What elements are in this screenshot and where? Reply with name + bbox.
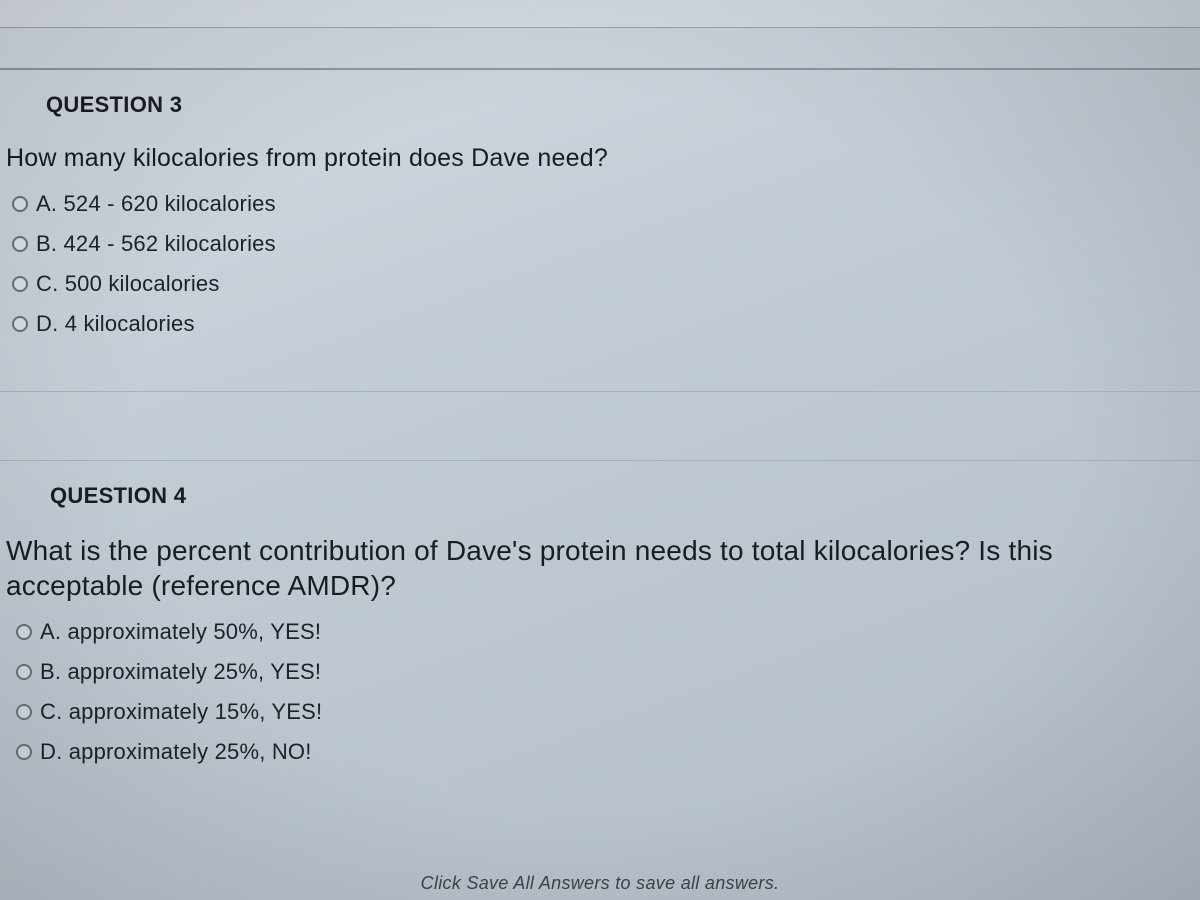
- radio-icon[interactable]: [16, 664, 32, 680]
- q3-option-a-label: A. 524 - 620 kilocalories: [36, 191, 276, 217]
- top-toolbar-spacer: [0, 0, 1200, 28]
- quiz-screen: { "question3": { "heading": "QUESTION 3"…: [0, 0, 1200, 900]
- question-4-options: A. approximately 50%, YES! B. approximat…: [16, 619, 1192, 765]
- radio-icon[interactable]: [16, 744, 32, 760]
- radio-icon[interactable]: [12, 316, 28, 332]
- question-4-block: QUESTION 4 What is the percent contribut…: [0, 461, 1200, 801]
- q3-option-c-row[interactable]: C. 500 kilocalories: [12, 271, 1192, 297]
- q4-option-d-label: D. approximately 25%, NO!: [40, 739, 312, 765]
- question-3-prompt: How many kilocalories from protein does …: [6, 142, 1192, 175]
- q3-option-b-row[interactable]: B. 424 - 562 kilocalories: [12, 231, 1192, 257]
- radio-icon[interactable]: [12, 236, 28, 252]
- question-3-options: A. 524 - 620 kilocalories B. 424 - 562 k…: [12, 191, 1192, 337]
- q3-option-d-row[interactable]: D. 4 kilocalories: [12, 311, 1192, 337]
- radio-icon[interactable]: [16, 704, 32, 720]
- footer-save-hint: Click Save All Answers to save all answe…: [0, 873, 1200, 894]
- question-3-block: QUESTION 3 How many kilocalories from pr…: [0, 70, 1200, 373]
- question-separator: [0, 391, 1200, 461]
- question-4-heading: QUESTION 4: [50, 483, 1192, 509]
- question-3-heading: QUESTION 3: [46, 92, 1192, 118]
- q4-option-d-row[interactable]: D. approximately 25%, NO!: [16, 739, 1192, 765]
- q4-option-c-label: C. approximately 15%, YES!: [40, 699, 322, 725]
- q4-option-b-row[interactable]: B. approximately 25%, YES!: [16, 659, 1192, 685]
- content-area: QUESTION 3 How many kilocalories from pr…: [0, 0, 1200, 801]
- q4-option-b-label: B. approximately 25%, YES!: [40, 659, 321, 685]
- radio-icon[interactable]: [12, 276, 28, 292]
- radio-icon[interactable]: [12, 196, 28, 212]
- q4-option-c-row[interactable]: C. approximately 15%, YES!: [16, 699, 1192, 725]
- radio-icon[interactable]: [16, 624, 32, 640]
- question-4-prompt: What is the percent contribution of Dave…: [6, 533, 1192, 603]
- q4-option-a-label: A. approximately 50%, YES!: [40, 619, 321, 645]
- q3-option-d-label: D. 4 kilocalories: [36, 311, 195, 337]
- q3-option-c-label: C. 500 kilocalories: [36, 271, 220, 297]
- q4-option-a-row[interactable]: A. approximately 50%, YES!: [16, 619, 1192, 645]
- q3-option-a-row[interactable]: A. 524 - 620 kilocalories: [12, 191, 1192, 217]
- q3-option-b-label: B. 424 - 562 kilocalories: [36, 231, 276, 257]
